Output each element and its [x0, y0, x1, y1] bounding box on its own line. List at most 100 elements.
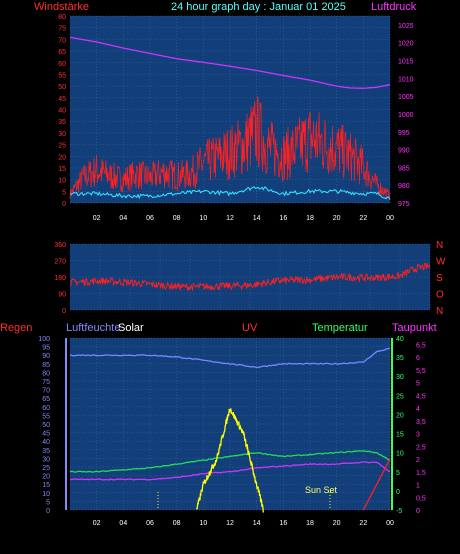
- tick-label-x: 02: [93, 215, 101, 222]
- tick-label-humidity: 10: [42, 491, 50, 498]
- header-label: Regen: [0, 322, 32, 334]
- series-luftfeuchte: [69, 347, 391, 369]
- tick-label-x: 16: [279, 520, 287, 527]
- tick-label-uv: 4: [416, 406, 420, 413]
- series-temperatur: [69, 450, 391, 473]
- tick-label-x: 04: [119, 215, 127, 222]
- tick-label-humidity: 35: [42, 448, 50, 455]
- tick-label-uv: 6: [416, 355, 420, 362]
- tick-label-right: 1020: [398, 41, 414, 48]
- tick-label-right: 1000: [398, 112, 414, 119]
- tick-label-x: 20: [333, 215, 341, 222]
- tick-label-humidity: 40: [42, 439, 50, 446]
- tick-label-humidity: 85: [42, 362, 50, 369]
- tick-label-x: 08: [173, 215, 181, 222]
- tick-label-humidity: 100: [38, 336, 50, 343]
- wind-pressure-series: [69, 36, 391, 200]
- tick-label-temperature: 0: [396, 489, 400, 496]
- direction-grid: [70, 243, 431, 311]
- tick-label-left: 15: [58, 166, 66, 173]
- series-taupunkt: [69, 461, 391, 481]
- tick-label-temperature: 15: [396, 432, 404, 439]
- tick-label-x: 12: [226, 520, 234, 527]
- wind-pressure-ticks: 0510152025303540455055606570758097598098…: [58, 14, 413, 222]
- tick-label-humidity: 25: [42, 465, 50, 472]
- tick-label-humidity: 80: [42, 370, 50, 377]
- tick-label-x: 10: [199, 215, 207, 222]
- tick-label-x: 08: [173, 520, 181, 527]
- tick-label-right: 975: [398, 201, 410, 208]
- tick-label-left: 55: [58, 72, 66, 79]
- tick-label-left: 360: [54, 242, 66, 249]
- tick-label-x: 12: [226, 215, 234, 222]
- tick-label-humidity: 70: [42, 388, 50, 395]
- tick-label-humidity: 75: [42, 379, 50, 386]
- tick-label-right: 995: [398, 130, 410, 137]
- tick-label-left: 25: [58, 143, 66, 150]
- tick-label-left: 180: [54, 275, 66, 282]
- sun-set-annotation: Sun Set: [305, 485, 338, 495]
- left-axis-label: Windstärke: [34, 1, 89, 13]
- tick-label-left: 75: [58, 26, 66, 33]
- tick-label-temperature: 30: [396, 374, 404, 381]
- series-luftdruck: [69, 36, 391, 89]
- tick-label-x: 22: [359, 215, 367, 222]
- tick-label-temperature: -5: [396, 508, 402, 515]
- tick-label-left: 40: [58, 108, 66, 115]
- tick-label-x: 18: [306, 520, 314, 527]
- tick-label-x: 14: [253, 215, 261, 222]
- tick-label-temperature: 35: [396, 355, 404, 362]
- tick-label-temperature: 5: [396, 470, 400, 477]
- tick-label-uv: 2,5: [416, 444, 426, 451]
- header-label: Temperatur: [312, 322, 368, 334]
- tick-label-left: 70: [58, 37, 66, 44]
- tick-label-left: 60: [58, 61, 66, 68]
- direction-letter: N: [436, 306, 443, 317]
- series-wind-direction: [69, 262, 431, 292]
- tick-label-humidity: 90: [42, 353, 50, 360]
- tick-label-right: 1015: [398, 59, 414, 66]
- direction-letter: W: [436, 257, 446, 268]
- tick-label-x: 02: [93, 520, 101, 527]
- chart-title: 24 hour graph day : Januar 01 2025: [171, 1, 346, 13]
- tick-label-right: 1010: [398, 76, 414, 83]
- header-label: Taupunkt: [392, 322, 437, 334]
- tick-label-right: 990: [398, 148, 410, 155]
- tick-label-temperature: 20: [396, 412, 404, 419]
- tick-label-x: 18: [306, 215, 314, 222]
- tick-label-uv: 1,5: [416, 470, 426, 477]
- tick-label-humidity: 65: [42, 396, 50, 403]
- tick-label-x: 00: [386, 520, 394, 527]
- direction-series: [69, 262, 431, 292]
- tick-label-x: 06: [146, 215, 154, 222]
- direction-letter: O: [436, 290, 444, 301]
- tick-label-uv: 3,5: [416, 419, 426, 426]
- right-axis-label: Luftdruck: [371, 1, 417, 13]
- tick-label-left: 90: [58, 292, 66, 299]
- tick-label-humidity: 0: [46, 508, 50, 515]
- tick-label-uv: 5,5: [416, 368, 426, 375]
- climate-ticks: 0510152025303540455055606570758085909510…: [38, 336, 426, 527]
- tick-label-left: 270: [54, 259, 66, 266]
- series-solar: [196, 408, 264, 513]
- header-label: Solar: [118, 322, 144, 334]
- tick-label-x: 16: [279, 215, 287, 222]
- tick-label-right: 985: [398, 165, 410, 172]
- tick-label-right: 1005: [398, 94, 414, 101]
- tick-label-right: 980: [398, 183, 410, 190]
- series-regen: [362, 458, 391, 511]
- tick-label-uv: 4,5: [416, 393, 426, 400]
- tick-label-left: 0: [62, 201, 66, 208]
- tick-label-x: 20: [333, 520, 341, 527]
- tick-label-left: 65: [58, 49, 66, 56]
- tick-label-x: 06: [146, 520, 154, 527]
- tick-label-left: 0: [62, 308, 66, 315]
- tick-label-temperature: 25: [396, 393, 404, 400]
- tick-label-uv: 0: [416, 508, 420, 515]
- tick-label-temperature: 10: [396, 451, 404, 458]
- tick-label-left: 35: [58, 119, 66, 126]
- tick-label-x: 04: [119, 520, 127, 527]
- tick-label-temperature: 40: [396, 336, 404, 343]
